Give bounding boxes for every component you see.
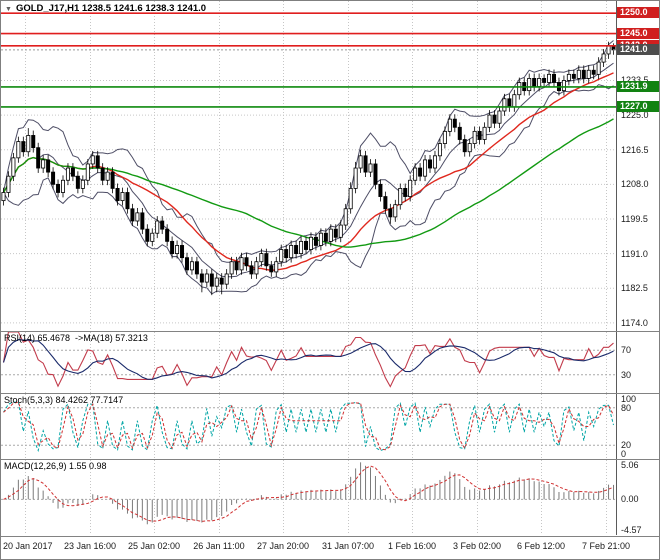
macd-tick-label: 0.00: [621, 494, 639, 505]
price-level-box-current: 1241.0: [617, 43, 659, 55]
stoch-tick-label: 80: [621, 402, 632, 413]
time-axis-label: 26 Jan 11:00: [193, 541, 245, 551]
price-level-box-resistance: 1245.0: [617, 27, 659, 39]
time-axis-label: 7 Feb 21:00: [581, 541, 631, 551]
time-axis-label: 27 Jan 20:00: [256, 541, 310, 551]
price-tick-label: 1233.5: [621, 75, 649, 85]
price-tick-label: 1191.0: [621, 248, 648, 259]
time-axis-label: 31 Jan 07:00: [321, 541, 375, 551]
price-tick-label: 1199.5: [621, 213, 648, 224]
panel-divider[interactable]: [1, 331, 659, 332]
time-axis-label: 3 Feb 02:00: [452, 541, 502, 551]
time-axis-label: 20 Jan 2017: [3, 541, 53, 551]
collapse-icon[interactable]: ▼: [5, 6, 12, 13]
rsi-tick-label: 30: [621, 369, 632, 380]
price-level-box-support: 1227.0: [617, 100, 659, 112]
price-level-box-resistance: 1250.0: [617, 7, 659, 19]
stochastic-axis[interactable]: 100 80 20 0: [616, 394, 659, 459]
macd-indicator-panel[interactable]: [1, 460, 616, 535]
price-tick-label: 1174.0: [621, 317, 648, 328]
panel-divider[interactable]: [1, 393, 659, 394]
rsi-indicator-panel[interactable]: [1, 332, 616, 393]
price-tick-label: 1225.0: [621, 110, 649, 121]
stoch-tick-label: 100: [621, 394, 637, 404]
price-tick-label: 1182.5: [621, 283, 648, 294]
time-axis-label: 25 Jan 02:00: [127, 541, 181, 551]
stoch-tick-label: 20: [621, 440, 632, 451]
rsi-axis[interactable]: 70 30: [616, 332, 659, 393]
stoch-tick-label: 0: [621, 449, 627, 459]
price-axis[interactable]: 1233.5 1225.0 1216.5 1208.0 1199.5 1191.0 1182…: [616, 1, 659, 331]
macd-tick-label: 5.06: [621, 460, 639, 470]
panel-divider[interactable]: [1, 536, 659, 537]
time-axis-label: 6 Feb 12:00: [516, 541, 566, 551]
rsi-tick-label: 70: [621, 345, 632, 356]
macd-label: MACD(12,26,9) 1.55 0.98: [4, 461, 107, 471]
stochastic-label: Stoch(5,3,3) 84.4262 77.7147: [4, 395, 124, 405]
chart-title-bar: ▼ GOLD_J17,H1 1238.5 1241.6 1238.3 1241.0: [5, 3, 206, 14]
stochastic-indicator-panel[interactable]: [1, 394, 616, 459]
time-axis-label: 1 Feb 16:00: [387, 541, 437, 551]
rsi-label: RSI(14) 65.4678 ->MA(18) 57.3213: [4, 333, 148, 343]
macd-axis[interactable]: 5.06 0.00 -4.57: [616, 460, 659, 535]
price-tick-label: 1208.0: [621, 179, 649, 190]
main-price-chart[interactable]: [1, 1, 616, 331]
time-axis-label: 23 Jan 16:00: [63, 541, 117, 551]
macd-tick-label: -4.57: [621, 525, 642, 535]
price-tick-label: 1216.5: [621, 144, 649, 155]
time-axis[interactable]: 20 Jan 2017 23 Jan 16:00 25 Jan 02:00 26 Ja…: [1, 538, 630, 554]
chart-title: GOLD_J17,H1 1238.5 1241.6 1238.3 1241.0: [15, 3, 207, 14]
price-level-box-support: 1231.9: [617, 80, 659, 92]
panel-divider[interactable]: [1, 459, 659, 460]
